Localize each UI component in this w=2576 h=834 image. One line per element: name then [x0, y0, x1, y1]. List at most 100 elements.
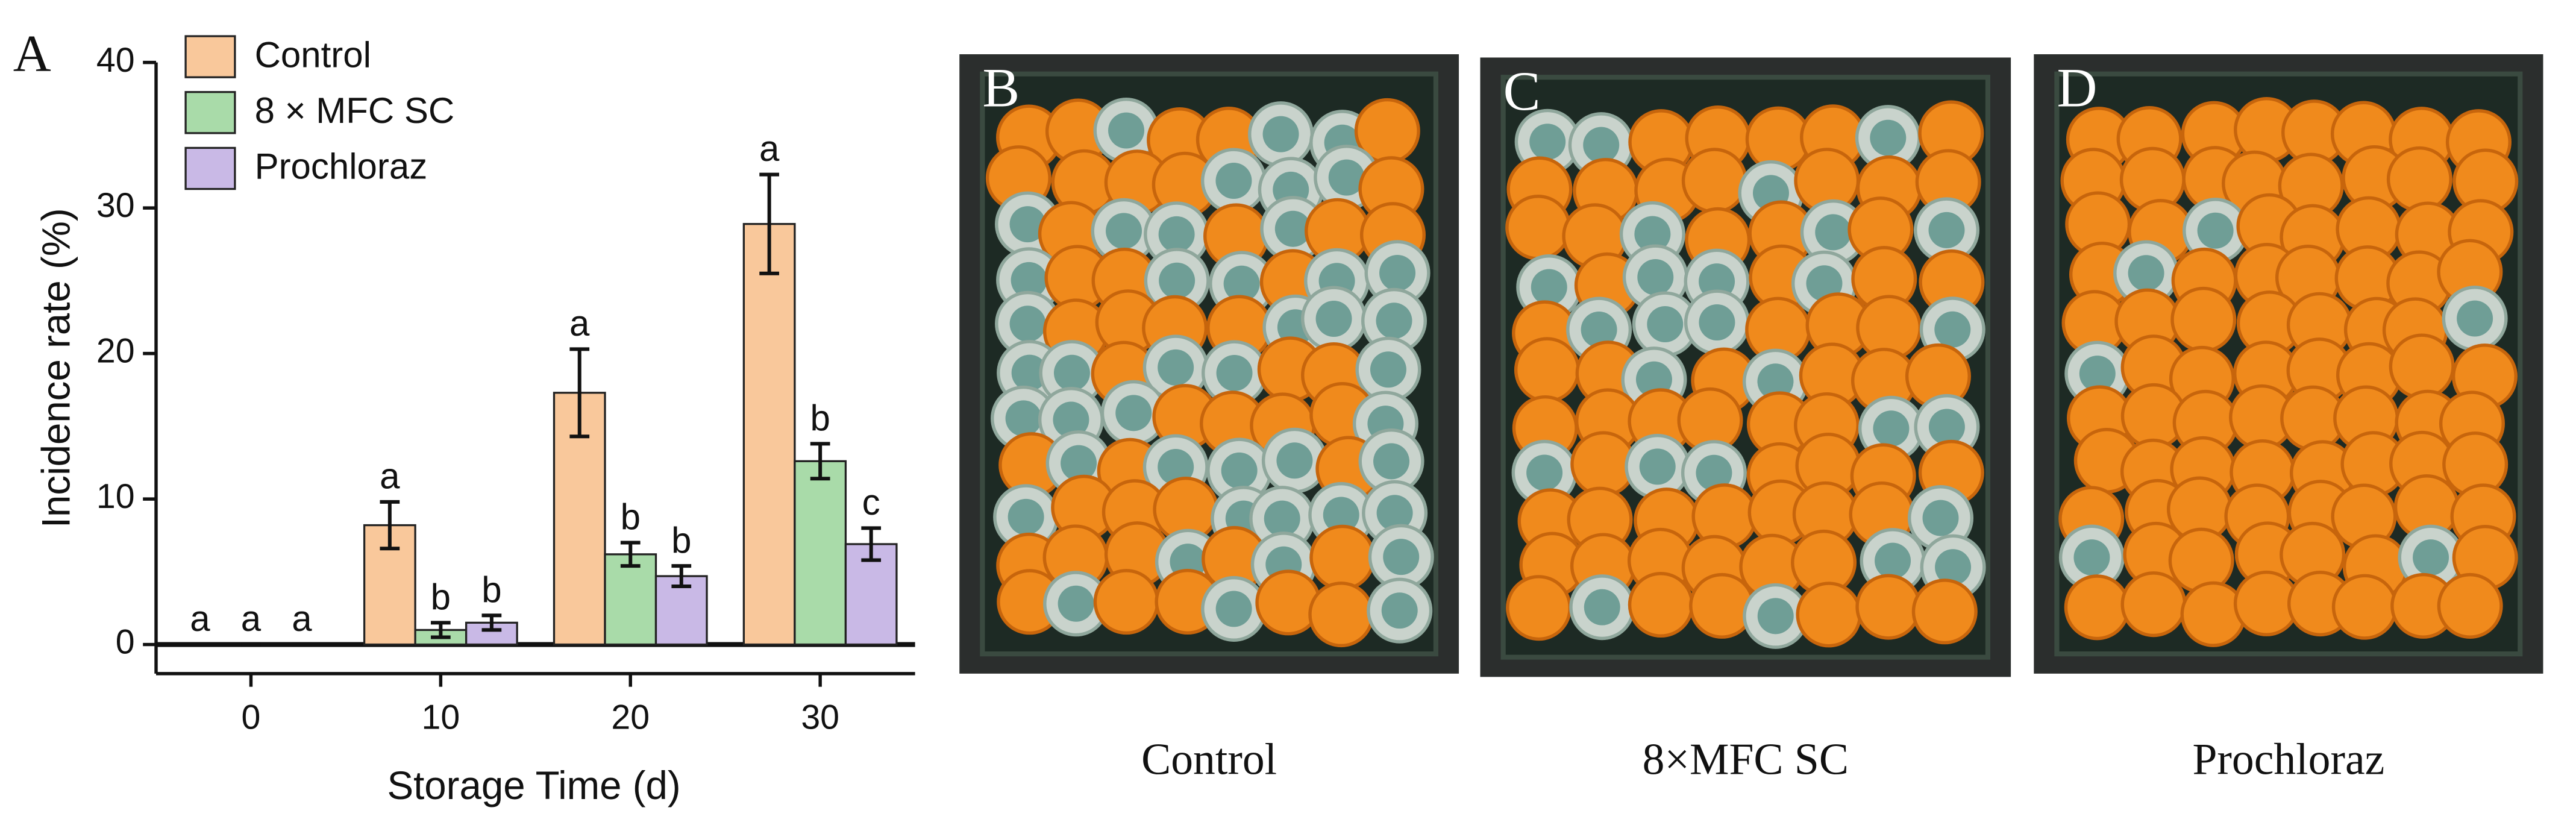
error-bar	[759, 172, 779, 275]
mold	[1011, 262, 1047, 298]
photo-label: B	[982, 57, 1020, 119]
mold	[1373, 443, 1410, 480]
legend-label: Prochloraz	[255, 146, 428, 187]
mold	[1699, 263, 1735, 300]
mold	[1323, 497, 1359, 533]
orange	[2386, 146, 2452, 212]
significance-letter: b	[810, 398, 830, 438]
mold	[1934, 311, 1971, 348]
mold	[1106, 213, 1142, 249]
mold	[1526, 454, 1563, 491]
mold	[1053, 354, 1090, 391]
mold	[1637, 259, 1674, 295]
mold	[1696, 454, 1732, 491]
orange	[2170, 286, 2237, 353]
error-bar	[380, 500, 400, 551]
error-bar	[569, 347, 590, 439]
x-tick-label: 30	[801, 698, 839, 736]
orange	[1505, 194, 1572, 261]
significance-letter: b	[431, 577, 451, 617]
mold	[1108, 112, 1145, 149]
orange	[2437, 572, 2503, 639]
mold	[1216, 354, 1253, 391]
legend-label: 8 × MFC SC	[255, 90, 455, 131]
significance-letter: b	[671, 520, 691, 560]
mold	[1639, 448, 1676, 485]
mold	[1053, 401, 1089, 438]
mold	[1922, 500, 1959, 536]
significance-letter: a	[292, 598, 312, 639]
significance-letter: a	[569, 303, 590, 343]
orange	[1681, 148, 1747, 214]
mold	[1928, 212, 1965, 248]
mold	[1875, 542, 1911, 579]
x-tick-label: 10	[422, 698, 460, 736]
error-bar	[620, 541, 641, 568]
mold	[1870, 119, 1907, 156]
y-tick-label: 30	[96, 186, 135, 225]
orange	[2064, 574, 2130, 641]
mold	[1158, 216, 1195, 252]
mold	[1634, 216, 1671, 252]
mold	[1315, 301, 1352, 337]
mold	[1815, 214, 1852, 251]
photo-caption: Control	[1141, 735, 1277, 784]
legend-label: Control	[255, 34, 371, 75]
photo-label: C	[1503, 60, 1541, 122]
mold	[2197, 212, 2234, 249]
mold	[1873, 410, 1910, 447]
significance-letter: b	[621, 497, 641, 537]
legend-swatch	[184, 35, 236, 78]
mold	[1276, 442, 1313, 479]
mold	[1223, 265, 1260, 302]
photo: B	[959, 54, 1459, 674]
orange	[1911, 578, 1978, 645]
orange	[1506, 575, 1572, 641]
y-tick-label: 10	[96, 477, 135, 516]
orange	[2180, 581, 2246, 647]
mold	[1529, 124, 1566, 160]
error-bar	[671, 564, 692, 588]
y-tick-label: 20	[96, 332, 135, 371]
mold	[1159, 262, 1196, 299]
mold	[1581, 311, 1617, 348]
mold	[1058, 585, 1094, 622]
significance-letter: a	[241, 598, 262, 639]
legend-swatch	[184, 146, 236, 190]
orange	[1628, 571, 1694, 638]
orange	[2168, 527, 2234, 594]
mold	[1757, 363, 1794, 400]
photo-label: D	[2057, 57, 2097, 119]
mold	[2457, 300, 2493, 337]
mold	[1370, 351, 1406, 388]
mold	[1009, 306, 1046, 342]
mold	[1376, 303, 1412, 339]
mold	[1699, 304, 1735, 340]
mold	[1647, 306, 1684, 342]
bar	[742, 223, 796, 646]
mold	[2413, 539, 2449, 576]
mold	[1221, 452, 1258, 489]
mold	[1215, 163, 1252, 199]
significance-letter: a	[759, 128, 780, 169]
mold	[1005, 400, 1042, 437]
mold	[1376, 495, 1413, 531]
photo: D	[2034, 54, 2543, 674]
bar	[465, 621, 518, 646]
orange	[1796, 582, 1862, 648]
mold	[1583, 127, 1620, 163]
mold	[1379, 254, 1416, 291]
panel-label: A	[13, 24, 51, 83]
orange	[2120, 571, 2187, 638]
orange	[2331, 574, 2398, 640]
significance-letter: b	[481, 569, 501, 610]
significance-letter: a	[190, 598, 210, 639]
photo-caption: Prochloraz	[2192, 735, 2384, 784]
mold	[1935, 549, 1972, 586]
mold	[1806, 265, 1843, 302]
legend-swatch	[184, 91, 236, 134]
x-tick-label: 20	[611, 698, 650, 736]
mold	[1008, 498, 1044, 535]
